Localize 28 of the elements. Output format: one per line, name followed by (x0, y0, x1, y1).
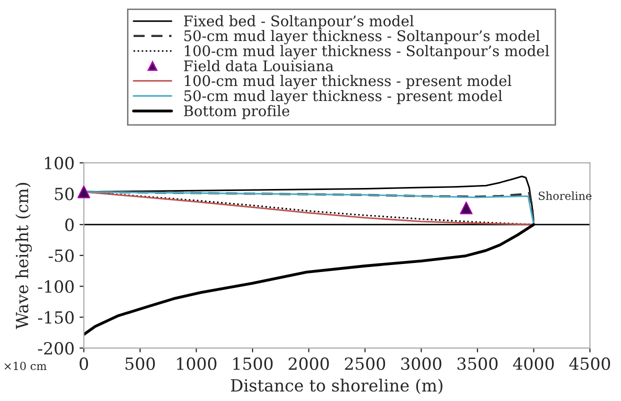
annotation: Shoreline (538, 191, 592, 200)
x-tick-label: 500 (126, 357, 155, 370)
y-tick-label: 50 (55, 188, 74, 200)
legend-label: Bottom profile (184, 105, 290, 120)
y-tick-label: 100 (45, 156, 74, 170)
legend-label: Field data Louisiana (184, 60, 334, 72)
y-tick-label: 0 (65, 218, 74, 232)
y-tick-label: -150 (38, 311, 74, 324)
x-tick-label: 2500 (344, 357, 386, 370)
legend-label: 100-cm mud layer thickness - Soltanpour’s model (184, 45, 550, 60)
x-tick-label: 1500 (233, 357, 273, 370)
y-tick-label: -200 (38, 342, 74, 355)
x-tick-label: 2000 (288, 357, 329, 370)
x-tick-label: 4000 (513, 357, 554, 370)
x-axis-title: Distance to shoreline (m) (230, 378, 442, 394)
legend-label: Fixed bed - Soltanpour’s model (184, 15, 414, 30)
x-tick-label: 1000 (177, 357, 216, 370)
y-tick-label: -100 (38, 280, 74, 293)
x-tick-label: 4500 (569, 357, 610, 370)
legend-label: 50-cm mud layer thickness - Soltanpour’s model (184, 30, 540, 44)
legend-label: 100-cm mud layer thickness - present model (184, 74, 512, 90)
text: ×10 cm (4, 362, 47, 370)
y-axis-title: Wave height (cm) (15, 182, 32, 330)
y-tick-label: -50 (48, 249, 74, 262)
legend-label: 50-cm mud layer thickness - present model (184, 90, 502, 104)
x-tick-label: 3000 (401, 357, 442, 370)
x-tick-label: 3500 (458, 357, 498, 370)
x-tick-label: 0 (80, 357, 88, 370)
